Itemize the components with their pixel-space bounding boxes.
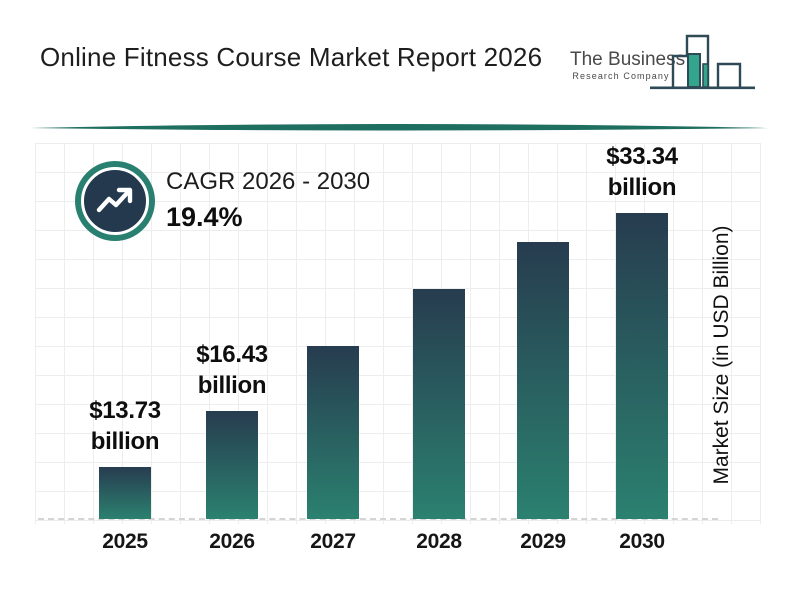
cagr-range-label: CAGR 2026 - 2030 <box>166 168 371 195</box>
value-label-2030: $33.34 billion <box>606 143 678 201</box>
bar-2027 <box>307 346 359 519</box>
page-title: Online Fitness Course Market Report 2026 <box>40 42 543 72</box>
bar-2028 <box>413 289 465 519</box>
company-logo-skyline-icon <box>650 34 755 90</box>
value-label-2026: $16.43 billion <box>196 341 268 399</box>
x-axis-label-2026: 2026 <box>209 530 255 553</box>
bar-2030 <box>616 213 668 519</box>
y-axis-label: Market Size (in USD Billion) <box>710 225 733 485</box>
bar-2029 <box>517 242 569 519</box>
bar-2026 <box>206 411 258 519</box>
logo-subname: Research Company <box>572 71 670 81</box>
x-axis-label-2028: 2028 <box>416 530 462 553</box>
cagr-value: 19.4% <box>166 202 243 232</box>
x-axis-label-2025: 2025 <box>102 530 148 553</box>
x-axis-label-2027: 2027 <box>310 530 356 553</box>
cagr-text-block: CAGR 2026 - 2030 19.4% <box>166 170 370 231</box>
divider-line <box>30 124 770 131</box>
x-axis-label-2030: 2030 <box>619 530 665 553</box>
x-axis-label-2029: 2029 <box>520 530 566 553</box>
trending-up-arrow-icon <box>96 187 133 213</box>
logo-name: The Business <box>570 49 686 70</box>
value-label-2025: $13.73 billion <box>89 397 161 455</box>
chart-baseline-dashed <box>38 518 718 520</box>
company-logo-text: The Business Research Company <box>570 49 686 81</box>
bar-2025 <box>99 467 151 519</box>
cagr-badge <box>81 167 149 235</box>
